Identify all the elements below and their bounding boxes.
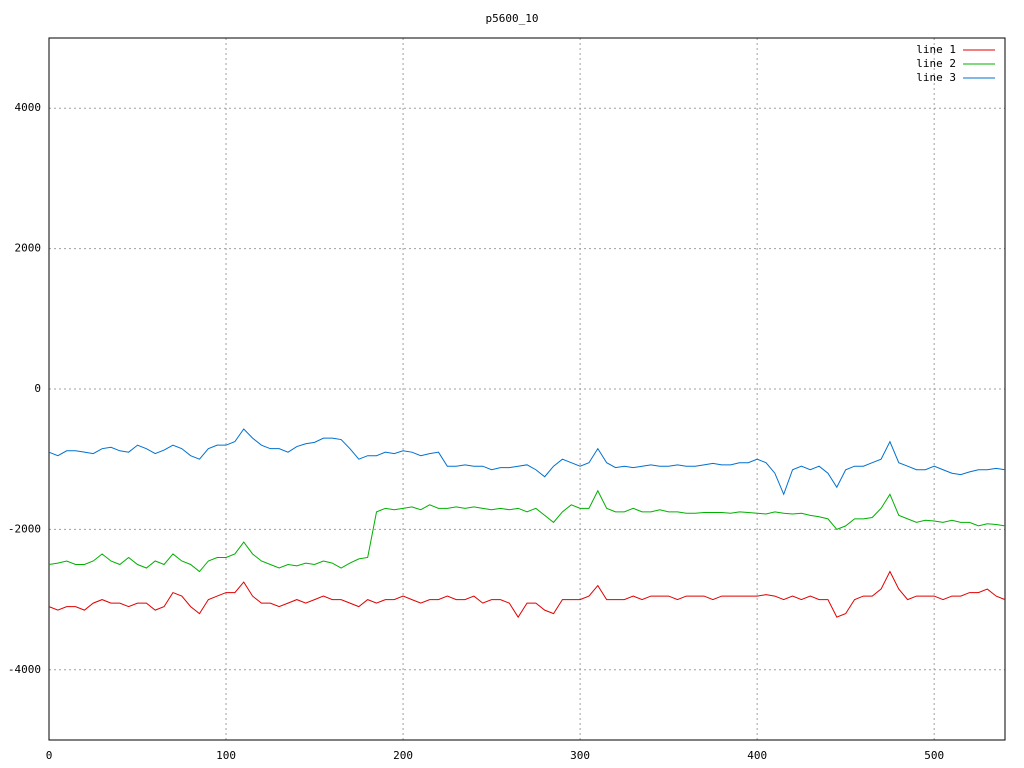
x-tick-label: 0 xyxy=(46,749,53,762)
y-tick-label: -2000 xyxy=(8,522,41,535)
data-line xyxy=(48,570,1006,619)
data-line xyxy=(48,489,1006,573)
y-tick-label: 2000 xyxy=(15,242,42,255)
x-tick-label: 400 xyxy=(747,749,767,762)
x-tick-label: 100 xyxy=(216,749,236,762)
plot-border xyxy=(48,37,1006,741)
y-tick-label: 0 xyxy=(34,382,41,395)
legend-label: line 2 xyxy=(916,57,956,70)
x-tick-label: 500 xyxy=(924,749,944,762)
y-tick-label: 4000 xyxy=(15,101,42,114)
x-tick-label: 300 xyxy=(570,749,590,762)
chart-title: p5600_10 xyxy=(486,12,539,25)
legend-label: line 3 xyxy=(916,71,956,84)
data-line xyxy=(48,428,1006,496)
y-tick-label: -4000 xyxy=(8,663,41,676)
legend-label: line 1 xyxy=(916,43,956,56)
x-tick-label: 200 xyxy=(393,749,413,762)
